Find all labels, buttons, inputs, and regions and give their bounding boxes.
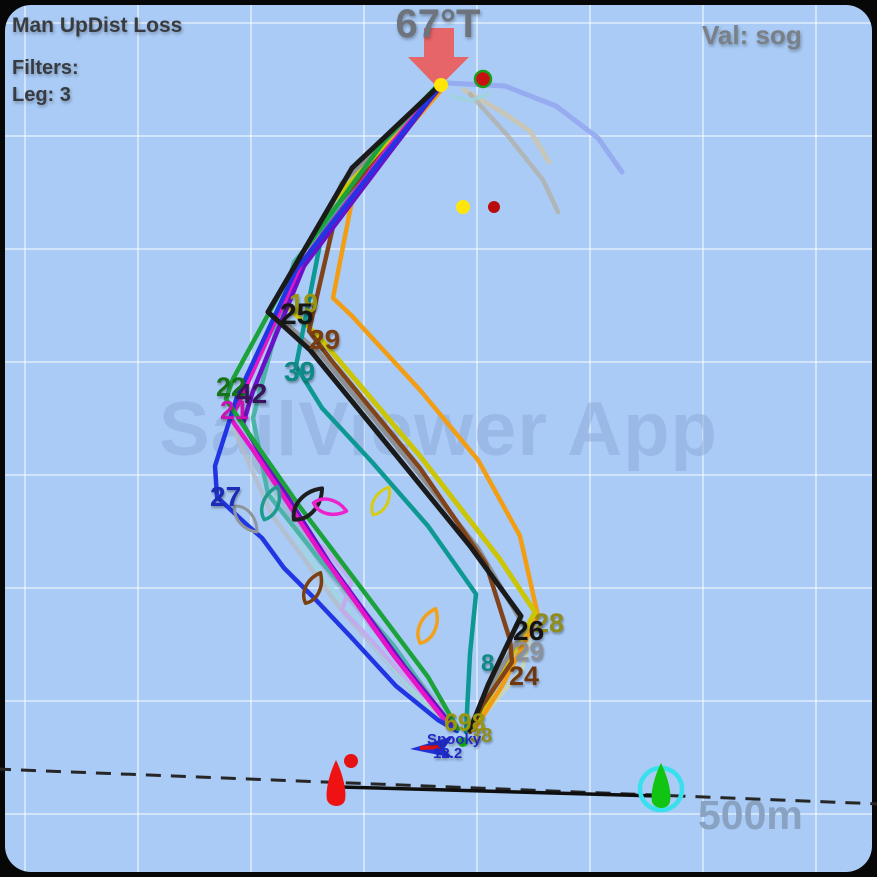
track-brown[interactable]	[306, 84, 515, 735]
page-title: Man UpDist Loss	[12, 14, 183, 37]
boat-gray-icon[interactable]	[230, 501, 263, 536]
track-cyan-near-mark[interactable]	[450, 92, 490, 103]
course-bearing-label: 67°T	[395, 2, 481, 46]
selected-boat-stripe	[419, 745, 441, 750]
start-line	[339, 785, 660, 798]
boat-label-29-gray[interactable]: 29	[515, 636, 544, 666]
track-tan-gray-after-mark[interactable]	[467, 91, 561, 215]
boat-teal-icon[interactable]	[257, 483, 285, 522]
boat-magenta-icon[interactable]	[311, 496, 349, 518]
boat-label-22[interactable]: 22	[216, 372, 246, 402]
filters-label[interactable]: Filters:	[12, 57, 79, 79]
committee-boat	[651, 763, 671, 808]
track-black[interactable]	[265, 81, 524, 733]
track-green[interactable]	[223, 83, 461, 732]
boat-label-27[interactable]: 27	[210, 481, 241, 512]
pin-side-mark-red[interactable]	[344, 754, 358, 768]
boat-label-38[interactable]: 38	[470, 725, 492, 747]
boat-label-42[interactable]: 42	[236, 378, 267, 409]
boat-yellow-icon[interactable]	[367, 484, 395, 518]
boat-label-26[interactable]: 26	[513, 615, 544, 646]
selected-boat-sog[interactable]: 12.2	[433, 745, 462, 762]
boat-label-28[interactable]: 28	[534, 608, 564, 638]
value-mode-selector[interactable]: Val: sog	[702, 20, 802, 50]
windward-mark-yellow[interactable]	[434, 78, 448, 92]
gate-mark-yellow[interactable]	[456, 200, 470, 214]
boat-orange-icon[interactable]	[413, 605, 443, 646]
boat-label-29-brown[interactable]: 29	[309, 324, 340, 355]
track-tan-after-mark[interactable]	[461, 87, 552, 165]
map-canvas[interactable]	[5, 5, 872, 872]
selected-boat-name[interactable]: Spooky	[427, 731, 482, 748]
boat-label-25[interactable]: 25	[280, 298, 313, 331]
boat-label-21[interactable]: 21	[220, 395, 249, 425]
windward-mark-red[interactable]	[473, 69, 493, 89]
track-orange[interactable]	[330, 85, 541, 733]
track-lavender[interactable]	[319, 543, 447, 719]
boat-label-19[interactable]: 19	[289, 288, 318, 318]
boat-label-8[interactable]: 8	[481, 650, 494, 677]
gate-mark-red[interactable]	[488, 201, 500, 213]
boat-black-icon[interactable]	[287, 482, 328, 525]
boat-label-698[interactable]: 698	[444, 709, 486, 737]
track-gray[interactable]	[276, 82, 528, 734]
leeward-mark-green[interactable]	[458, 737, 468, 747]
scale-label: 500m	[698, 792, 803, 838]
leg-selector[interactable]: Leg: 3	[12, 84, 71, 106]
boat-label-24[interactable]: 24	[509, 661, 539, 691]
boat-label-39[interactable]: 39	[284, 356, 315, 387]
course-arrow	[408, 28, 469, 88]
track-blue[interactable]	[212, 87, 460, 734]
boat-brown-icon[interactable]	[299, 570, 327, 607]
line-extension-dashed	[0, 767, 877, 806]
pin-boat	[326, 760, 346, 806]
